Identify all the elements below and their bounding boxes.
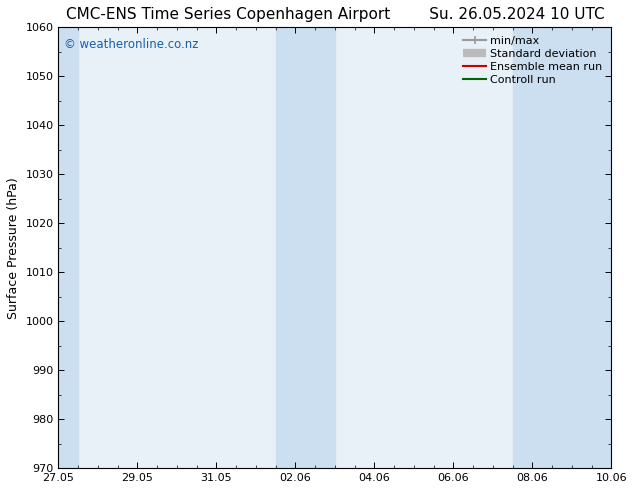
Bar — [512, 27, 611, 468]
Bar — [276, 27, 335, 468]
Y-axis label: Surface Pressure (hPa): Surface Pressure (hPa) — [7, 177, 20, 318]
Legend: min/max, Standard deviation, Ensemble mean run, Controll run: min/max, Standard deviation, Ensemble me… — [460, 33, 605, 88]
Text: © weatheronline.co.nz: © weatheronline.co.nz — [64, 38, 198, 51]
Title: CMC-ENS Time Series Copenhagen Airport        Su. 26.05.2024 10 UTC: CMC-ENS Time Series Copenhagen Airport S… — [65, 7, 604, 22]
Bar — [58, 27, 78, 468]
